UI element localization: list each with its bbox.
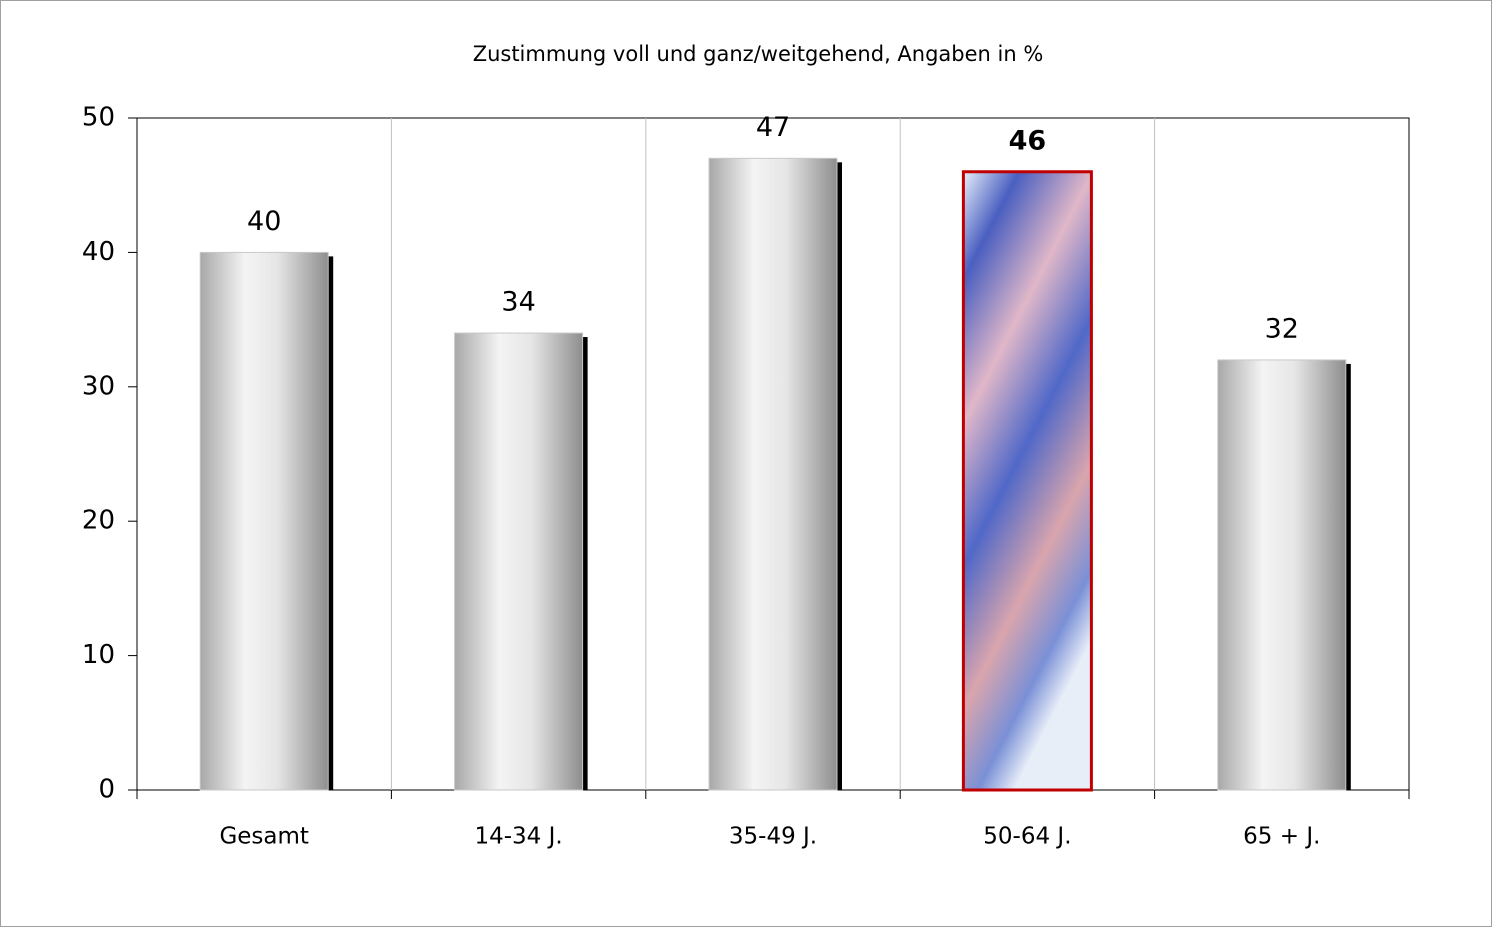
chart-title: Zustimmung voll und ganz/weitgehend, Ang… bbox=[473, 42, 1044, 66]
value-label: 46 bbox=[1009, 125, 1047, 156]
x-tick-label: 50-64 J. bbox=[983, 824, 1071, 850]
bar bbox=[199, 251, 329, 791]
y-tick-label: 20 bbox=[82, 506, 115, 536]
bar bbox=[708, 157, 838, 791]
x-tick-label: 35-49 J. bbox=[729, 824, 817, 850]
y-tick-label: 30 bbox=[82, 371, 115, 401]
value-label: 40 bbox=[247, 206, 281, 237]
x-tick-label: 65 + J. bbox=[1243, 824, 1320, 850]
bar bbox=[961, 170, 1093, 792]
y-tick-label: 40 bbox=[82, 237, 115, 267]
value-label: 34 bbox=[501, 287, 535, 318]
bar bbox=[1217, 359, 1347, 791]
y-tick-label: 50 bbox=[82, 103, 115, 133]
x-tick-label: Gesamt bbox=[219, 824, 308, 850]
bar bbox=[454, 332, 584, 791]
x-tick-label: 14-34 J. bbox=[474, 824, 562, 850]
value-label: 47 bbox=[756, 112, 790, 143]
y-tick-label: 10 bbox=[82, 640, 115, 670]
value-label: 32 bbox=[1265, 313, 1299, 344]
y-tick-label: 0 bbox=[98, 775, 115, 805]
